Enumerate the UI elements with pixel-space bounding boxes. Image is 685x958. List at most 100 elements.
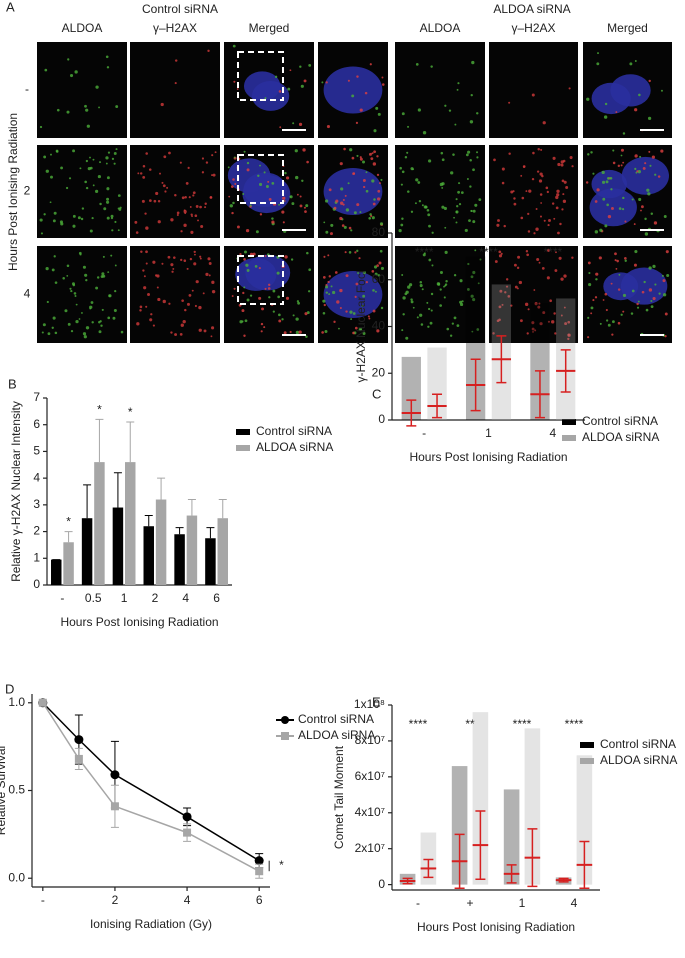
- speckle: [112, 316, 116, 320]
- speckle: [329, 232, 333, 236]
- nucleus: [251, 81, 290, 111]
- speckle: [562, 159, 566, 163]
- speckle: [650, 299, 653, 303]
- speckle: [155, 191, 159, 196]
- speckle: [368, 317, 371, 320]
- x-tick-label: 1: [121, 591, 128, 605]
- bar: [51, 559, 62, 585]
- speckle: [647, 116, 652, 121]
- speckle: [350, 229, 353, 232]
- speckle: [624, 257, 627, 260]
- zoom-box: [237, 154, 284, 204]
- point: [255, 867, 264, 876]
- speckle: [610, 188, 613, 191]
- speckle: [111, 229, 114, 232]
- speckle: [634, 108, 638, 112]
- speckle: [98, 106, 100, 109]
- speckle: [636, 302, 639, 306]
- speckle: [604, 102, 608, 106]
- speckle: [72, 214, 76, 218]
- speckle: [404, 292, 408, 296]
- speckle: [615, 111, 618, 113]
- x-tick-label: 4: [571, 896, 578, 910]
- speckle: [228, 195, 231, 198]
- speckle: [510, 304, 513, 307]
- speckle: [299, 65, 302, 68]
- speckle: [328, 275, 331, 278]
- speckle: [283, 331, 287, 335]
- speckle: [157, 297, 161, 302]
- speckle: [174, 193, 177, 197]
- speckle: [96, 276, 100, 279]
- speckle: [539, 193, 543, 196]
- speckle: [198, 305, 202, 310]
- speckle: [505, 278, 509, 281]
- bar: [94, 462, 105, 585]
- speckle: [92, 184, 95, 187]
- speckle: [263, 171, 266, 174]
- speckle: [501, 181, 505, 185]
- speckle: [374, 290, 377, 293]
- speckle: [592, 172, 595, 175]
- speckle: [606, 203, 609, 207]
- speckle: [90, 301, 94, 304]
- sd-bar: [496, 335, 507, 384]
- speckle: [641, 290, 645, 294]
- speckle: [587, 153, 590, 156]
- speckle: [406, 151, 409, 154]
- speckle: [106, 187, 110, 191]
- speckle: [119, 206, 122, 209]
- speckle: [289, 69, 292, 72]
- y-tick-label: 80: [372, 225, 386, 239]
- speckle: [205, 161, 209, 164]
- speckle: [554, 332, 557, 335]
- speckle: [327, 254, 330, 257]
- speckle: [410, 300, 414, 304]
- speckle: [470, 93, 473, 97]
- speckle: [471, 60, 475, 65]
- speckle: [621, 208, 625, 211]
- speckle: [537, 305, 541, 309]
- speckle: [62, 276, 65, 280]
- speckle: [644, 217, 647, 221]
- speckle: [230, 185, 234, 189]
- significance: ****: [415, 245, 434, 259]
- speckle: [562, 193, 565, 196]
- speckle: [60, 222, 64, 226]
- speckle: [650, 212, 654, 215]
- speckle: [140, 250, 143, 254]
- speckle: [555, 206, 559, 210]
- speckle: [401, 170, 405, 174]
- speckle: [471, 210, 473, 212]
- speckle: [229, 204, 234, 208]
- speckle: [365, 189, 369, 193]
- speckle: [336, 300, 340, 304]
- speckle: [465, 153, 469, 157]
- speckle: [52, 316, 56, 320]
- row-axis-label: Hours Post Ionising Radiation: [6, 113, 20, 271]
- significance: ****: [479, 245, 498, 259]
- speckle: [349, 310, 353, 314]
- speckle: [258, 296, 262, 300]
- speckle: [633, 223, 636, 226]
- speckle: [306, 311, 310, 315]
- speckle: [660, 89, 663, 92]
- speckle: [508, 152, 511, 155]
- speckle: [657, 175, 661, 178]
- speckle: [373, 198, 376, 201]
- speckle: [89, 166, 93, 170]
- speckle: [559, 222, 562, 226]
- micrograph-bg: [489, 145, 578, 238]
- speckle: [268, 296, 271, 299]
- speckle: [69, 73, 74, 78]
- speckle: [172, 267, 175, 270]
- speckle: [148, 168, 152, 171]
- error-bar: [83, 484, 92, 519]
- speckle: [476, 328, 480, 331]
- x-tick-label: 4: [184, 893, 191, 907]
- significance: *: [66, 515, 71, 529]
- y-axis-label: Relative Survival: [0, 746, 8, 835]
- micrograph: [583, 42, 672, 138]
- speckle: [85, 108, 89, 112]
- speckle: [535, 227, 539, 231]
